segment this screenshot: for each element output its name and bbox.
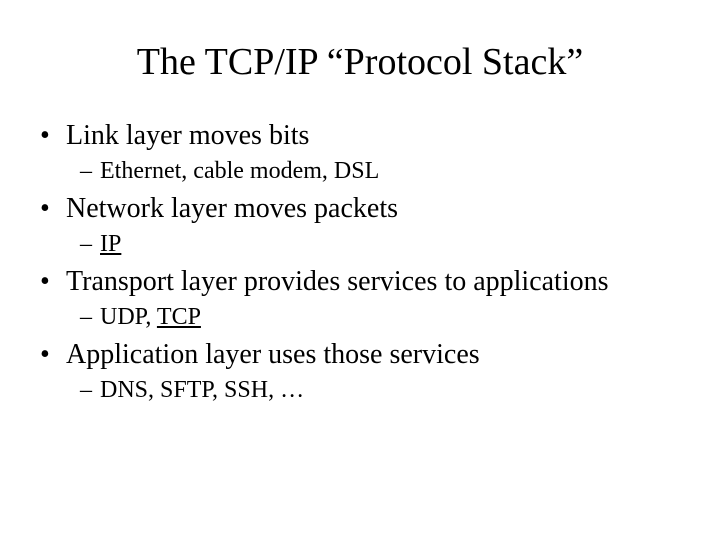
sub-item: Ethernet, cable modem, DSL xyxy=(30,158,690,185)
sub-underlined: TCP xyxy=(157,304,201,330)
bullet-item: Link layer moves bits xyxy=(30,120,690,152)
bullet-item: Application layer uses those services xyxy=(30,339,690,371)
slide-title: The TCP/IP “Protocol Stack” xyxy=(30,40,690,84)
sub-list: Ethernet, cable modem, DSL xyxy=(30,158,690,185)
bullet-text: Link layer moves bits xyxy=(66,120,309,151)
sub-item: IP xyxy=(30,231,690,258)
bullet-text: Application layer uses those services xyxy=(66,339,480,370)
sub-underlined: IP xyxy=(100,231,121,257)
bullet-text: Transport layer provides services to app… xyxy=(66,266,609,297)
bullet-item: Transport layer provides services to app… xyxy=(30,266,690,298)
bullet-item: Network layer moves packets xyxy=(30,193,690,225)
sub-pre: Ethernet, cable modem, DSL xyxy=(100,158,379,184)
sub-list: DNS, SFTP, SSH, … xyxy=(30,377,690,404)
sub-item: DNS, SFTP, SSH, … xyxy=(30,377,690,404)
sub-item: UDP, TCP xyxy=(30,304,690,331)
sub-list: IP xyxy=(30,231,690,258)
sub-list: UDP, TCP xyxy=(30,304,690,331)
bullet-list: Link layer moves bits Ethernet, cable mo… xyxy=(30,120,690,404)
sub-pre: UDP, xyxy=(100,304,157,330)
sub-pre: DNS, SFTP, SSH, … xyxy=(100,377,304,403)
bullet-text: Network layer moves packets xyxy=(66,193,398,224)
